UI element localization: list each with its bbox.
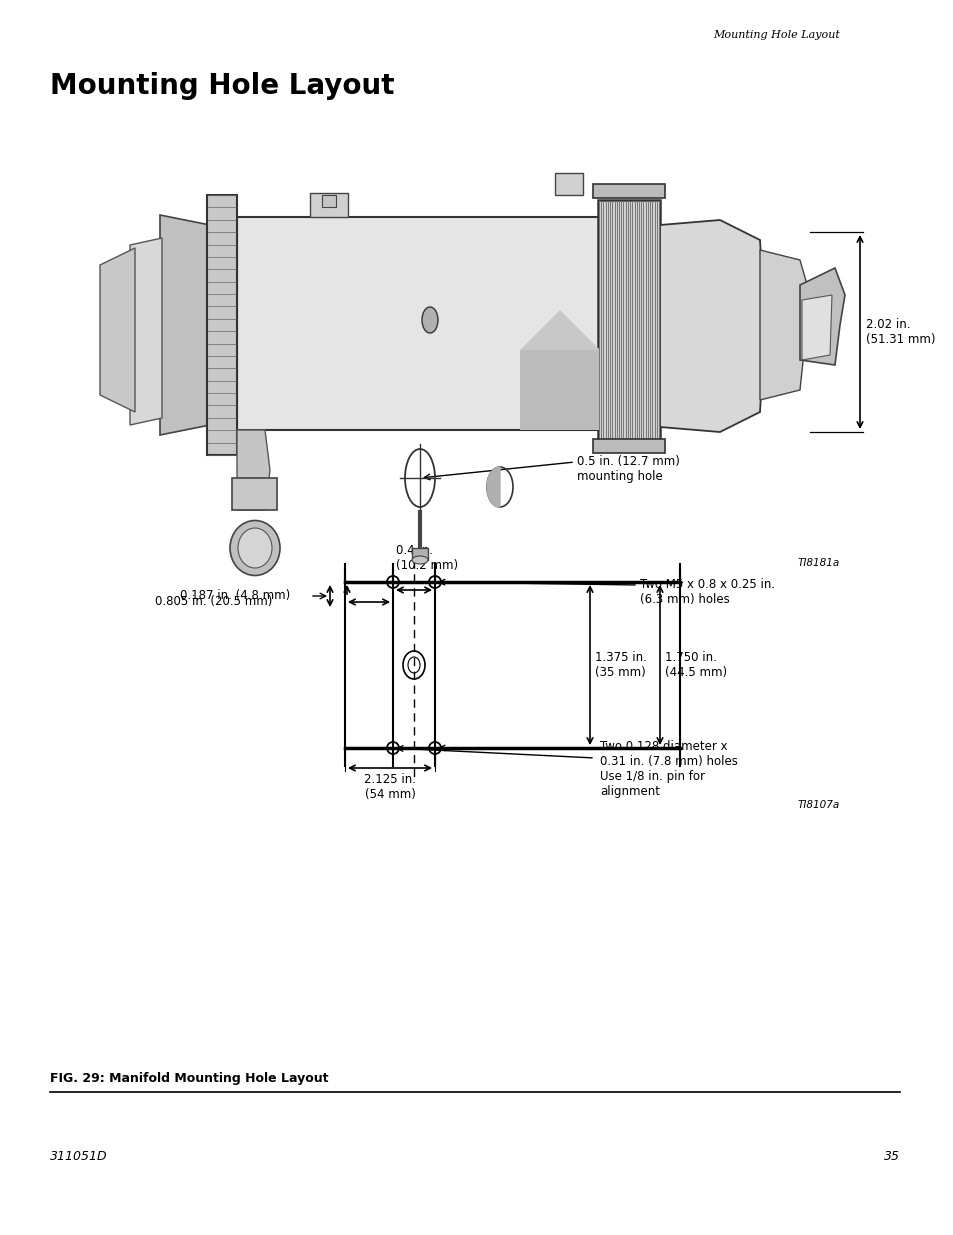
Text: TI8181a: TI8181a — [797, 558, 840, 568]
Text: Mounting Hole Layout: Mounting Hole Layout — [50, 72, 395, 100]
Text: 311051D: 311051D — [50, 1150, 108, 1163]
Text: FIG. 29: Manifold Mounting Hole Layout: FIG. 29: Manifold Mounting Hole Layout — [50, 1072, 328, 1086]
Bar — [598, 200, 659, 450]
Text: Two 0.128 diameter x
0.31 in. (7.8 mm) holes
Use 1/8 in. pin for
alignment: Two 0.128 diameter x 0.31 in. (7.8 mm) h… — [599, 740, 737, 798]
Text: 1.375 in.
(35 mm): 1.375 in. (35 mm) — [595, 651, 646, 679]
Bar — [207, 195, 236, 454]
Polygon shape — [760, 249, 809, 400]
Text: Mounting Hole Layout: Mounting Hole Layout — [713, 30, 840, 40]
Text: Two M5 x 0.8 x 0.25 in.
(6.3 mm) holes: Two M5 x 0.8 x 0.25 in. (6.3 mm) holes — [639, 578, 774, 606]
Text: 35: 35 — [883, 1150, 899, 1163]
Text: 0.4 in.
(10.2 mm): 0.4 in. (10.2 mm) — [395, 543, 457, 572]
Text: 0.5 in. (12.7 mm)
mounting hole: 0.5 in. (12.7 mm) mounting hole — [577, 454, 679, 483]
Polygon shape — [800, 268, 844, 366]
Polygon shape — [487, 467, 499, 508]
Bar — [412, 548, 428, 559]
Polygon shape — [130, 238, 162, 425]
Bar — [310, 193, 348, 217]
Bar — [593, 438, 664, 453]
Bar — [555, 173, 582, 195]
Text: TI8107a: TI8107a — [797, 800, 840, 810]
Polygon shape — [236, 430, 270, 510]
Text: 2.125 in.
(54 mm): 2.125 in. (54 mm) — [364, 773, 416, 802]
Text: 0.805 in. (20.5 mm): 0.805 in. (20.5 mm) — [154, 595, 273, 608]
Ellipse shape — [412, 556, 428, 564]
Polygon shape — [519, 350, 599, 430]
Polygon shape — [801, 295, 831, 359]
Ellipse shape — [237, 529, 272, 568]
Bar — [232, 478, 276, 510]
Polygon shape — [160, 215, 218, 435]
Text: 0.187 in. (4.8 mm): 0.187 in. (4.8 mm) — [180, 589, 290, 603]
Text: 2.02 in.
(51.31 mm): 2.02 in. (51.31 mm) — [865, 317, 935, 346]
Polygon shape — [519, 310, 599, 350]
Text: 1.750 in.
(44.5 mm): 1.750 in. (44.5 mm) — [664, 651, 726, 679]
Polygon shape — [659, 220, 764, 432]
Bar — [593, 184, 664, 198]
Bar — [322, 195, 335, 207]
Ellipse shape — [421, 308, 437, 333]
Ellipse shape — [230, 520, 280, 576]
Polygon shape — [100, 248, 135, 412]
Bar — [236, 217, 599, 430]
